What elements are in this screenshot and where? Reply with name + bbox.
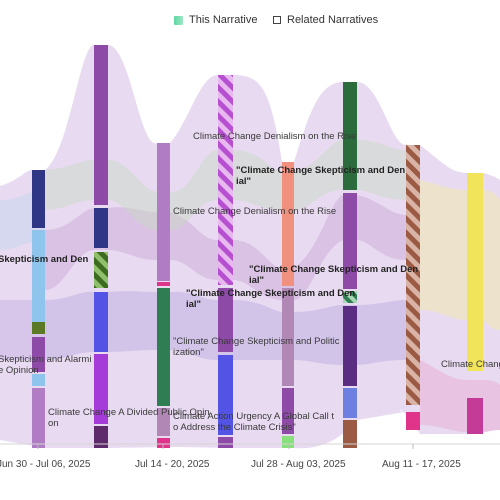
narrative-node[interactable] bbox=[94, 45, 108, 205]
node-label-c1-alarm: Skepticism and Alarmi e Opinion bbox=[0, 354, 91, 376]
narrative-node[interactable] bbox=[343, 193, 357, 289]
narrative-node[interactable] bbox=[94, 354, 108, 424]
legend-this-narrative[interactable]: This Narrative bbox=[174, 14, 257, 26]
x-axis: Jun 30 - Jul 06, 2025 Jul 14 - 20, 2025 Ju… bbox=[0, 444, 461, 470]
flow-band bbox=[420, 180, 500, 330]
narrative-node[interactable] bbox=[467, 398, 483, 434]
narrative-node[interactable] bbox=[218, 355, 233, 435]
axis-tick-label: Jul 28 - Aug 03, 2025 bbox=[251, 459, 346, 470]
related-narratives-swatch bbox=[273, 16, 281, 24]
flow-bands bbox=[0, 45, 500, 449]
narrative-node[interactable] bbox=[32, 322, 45, 334]
narrative-node[interactable] bbox=[406, 412, 420, 430]
legend: This Narrative Related Narratives bbox=[0, 14, 500, 32]
narrative-node[interactable] bbox=[218, 75, 233, 285]
node-label-c4-denialism: Climate Change Denialism on the Rise bbox=[193, 131, 356, 142]
narrative-node[interactable] bbox=[467, 173, 483, 371]
narrative-nodes bbox=[32, 45, 483, 448]
axis-tick-label: Aug 11 - 17, 2025 bbox=[382, 459, 461, 470]
node-labels: Skepticism and Den Skepticism and Alarmi e… bbox=[0, 131, 500, 433]
narrative-node[interactable] bbox=[32, 230, 45, 322]
narrative-node[interactable] bbox=[157, 408, 170, 436]
narrative-node[interactable] bbox=[282, 388, 294, 434]
node-label-c8-climate: Climate Change bbox=[441, 359, 500, 370]
narrative-node[interactable] bbox=[282, 162, 294, 286]
narrative-node[interactable] bbox=[32, 388, 45, 448]
narrative-node[interactable] bbox=[343, 306, 357, 386]
flow-band bbox=[0, 45, 500, 449]
narrative-node[interactable] bbox=[32, 170, 45, 228]
narrative-node[interactable] bbox=[94, 426, 108, 448]
narrative-node[interactable] bbox=[218, 288, 233, 352]
narrative-node[interactable] bbox=[218, 437, 233, 448]
narrative-node[interactable] bbox=[32, 374, 45, 386]
narrative-node[interactable] bbox=[94, 208, 108, 248]
legend-related-label: Related Narratives bbox=[287, 14, 379, 26]
narrative-node[interactable] bbox=[94, 292, 108, 352]
node-label-c1-skepticism: Skepticism and Den bbox=[0, 254, 88, 265]
narrative-node[interactable] bbox=[406, 145, 420, 405]
narrative-node[interactable] bbox=[343, 291, 357, 303]
narrative-node[interactable] bbox=[94, 252, 108, 288]
narrative-node[interactable] bbox=[157, 282, 170, 286]
node-label-c2-divided: Climate Change A Divided Public Opin on bbox=[48, 407, 210, 429]
axis-tick-label: Jun 30 - Jul 06, 2025 bbox=[0, 459, 91, 470]
narrative-node[interactable] bbox=[343, 82, 357, 190]
narrative-node[interactable] bbox=[282, 436, 294, 448]
node-label-c3-denialism: Climate Change Denialism on the Rise bbox=[173, 206, 336, 217]
node-label-c5-skeptic-b: "Climate Change Skepticism and Den ial" bbox=[186, 288, 355, 310]
narrative-node[interactable] bbox=[157, 288, 170, 406]
legend-related-narratives[interactable]: Related Narratives bbox=[273, 14, 378, 26]
narrative-node[interactable] bbox=[157, 438, 170, 448]
node-label-c3-politicization: "Climate Change Skepticism and Politic iz… bbox=[173, 336, 340, 358]
node-label-c6-skeptic: "Climate Change Skepticism and Den ial" bbox=[249, 264, 418, 286]
node-label-c5-skeptic-a: "Climate Change Skepticism and Den ial" bbox=[236, 165, 405, 187]
narrative-node[interactable] bbox=[343, 388, 357, 418]
axis-tick-label: Jul 14 - 20, 2025 bbox=[135, 459, 210, 470]
narrative-node[interactable] bbox=[282, 288, 294, 386]
narrative-node[interactable] bbox=[343, 420, 357, 448]
narrative-node[interactable] bbox=[32, 337, 45, 372]
legend-this-label: This Narrative bbox=[189, 14, 258, 26]
narrative-node[interactable] bbox=[157, 143, 170, 281]
this-narrative-swatch bbox=[174, 15, 183, 25]
